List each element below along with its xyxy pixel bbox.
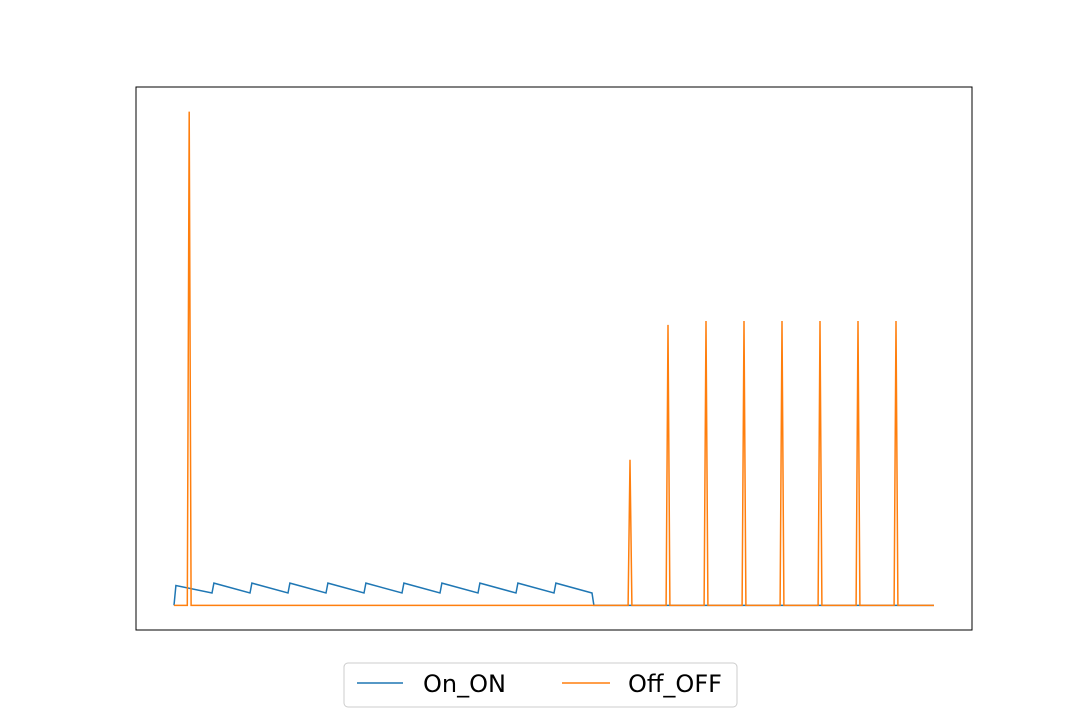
series-layer	[173, 111, 934, 607]
series-line-on-on	[173, 582, 934, 607]
series-line-off-off	[174, 111, 934, 607]
legend-box	[343, 662, 738, 708]
plot-frame	[135, 86, 973, 631]
legend-label-on-on: On_ON	[423, 670, 506, 698]
legend: On_ON Off_OFF	[343, 662, 738, 708]
legend-label-off-off: Off_OFF	[628, 670, 722, 698]
